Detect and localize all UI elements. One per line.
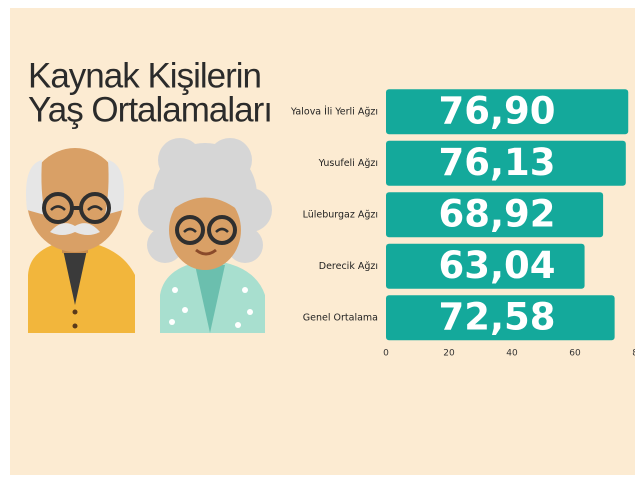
bar [386, 192, 604, 238]
background [10, 8, 635, 475]
x-tick-label: 0 [383, 349, 389, 359]
y-tick-label: Genel Ortalama [303, 312, 378, 323]
chart-title: Kaynak Kişilerin [28, 56, 261, 95]
value-label: 68,92 [438, 192, 555, 235]
value-label: 76,13 [438, 141, 555, 184]
y-tick-label: Yalova İli Yerli Ağzı [290, 106, 378, 117]
bar [386, 140, 626, 186]
illustration [26, 138, 272, 333]
y-tick-label: Yusufeli Ağzı [318, 158, 378, 169]
bar [386, 89, 629, 135]
y-tick-label: Derecik Ağzı [319, 261, 378, 272]
x-tick-label: 80 [632, 349, 635, 359]
bar [386, 295, 615, 341]
x-tick-label: 20 [443, 349, 455, 359]
value-label: 63,04 [438, 244, 555, 287]
chart-title: Yaş Ortalamaları [28, 90, 272, 129]
x-tick-label: 40 [506, 349, 518, 359]
value-label: 72,58 [438, 295, 555, 338]
bar [386, 243, 585, 289]
value-label: 76,90 [438, 89, 555, 132]
x-tick-label: 60 [569, 349, 581, 359]
y-tick-label: Lüleburgaz Ağzı [303, 209, 378, 220]
